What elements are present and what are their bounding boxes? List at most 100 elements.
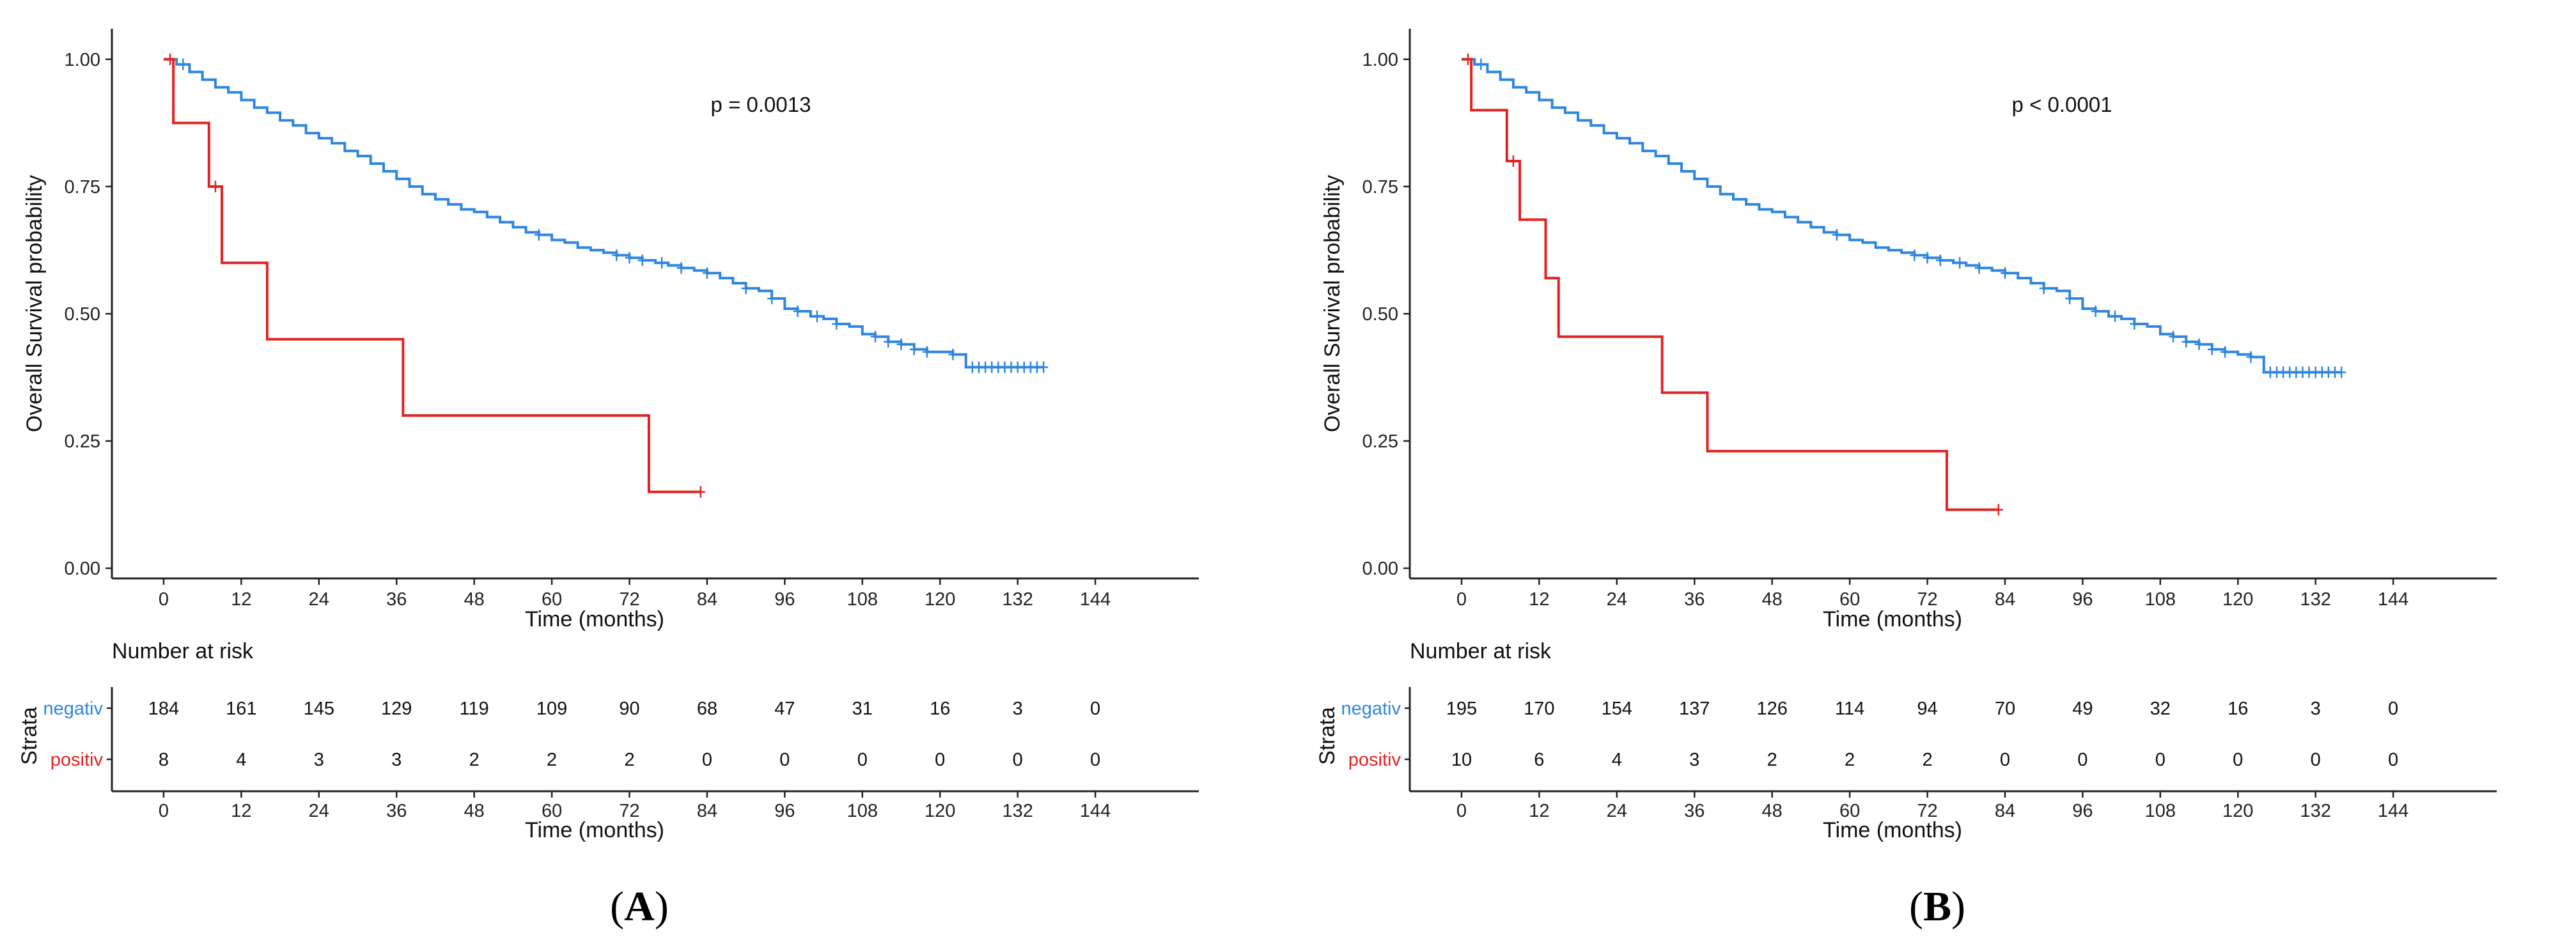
risk-count-positiv: 0 — [702, 750, 712, 770]
risk-count-negativ: 16 — [2228, 699, 2248, 719]
risk-x-tick-label: 48 — [464, 801, 485, 821]
risk-x-tick-label: 120 — [2222, 801, 2253, 821]
panel-label-close-paren: ) — [1951, 883, 1965, 930]
y-tick-label: 0.75 — [1362, 177, 1398, 197]
x-tick-label: 120 — [925, 589, 955, 610]
risk-count-positiv: 8 — [159, 750, 169, 770]
risk-count-negativ: 0 — [2388, 699, 2398, 719]
risk-count-negativ: 145 — [304, 699, 334, 719]
risk-x-tick-label: 144 — [1080, 801, 1111, 821]
risk-count-negativ: 16 — [930, 699, 950, 719]
risk-count-negativ: 137 — [1679, 699, 1710, 719]
risk-table-strata-label: Strata — [1315, 707, 1339, 765]
x-axis-title: Time (months) — [1823, 607, 1962, 631]
risk-x-axis-title: Time (months) — [525, 818, 664, 842]
risk-count-negativ: 90 — [619, 699, 639, 719]
y-tick-label: 1.00 — [65, 50, 100, 70]
risk-count-negativ: 70 — [1995, 699, 2015, 719]
risk-row-label-positiv: positiv — [1348, 750, 1401, 770]
x-tick-label: 96 — [774, 589, 795, 610]
risk-count-positiv: 6 — [1534, 750, 1544, 770]
risk-count-negativ: 31 — [852, 699, 873, 719]
survival-curve-positiv — [163, 58, 701, 493]
risk-count-positiv: 0 — [1013, 750, 1023, 770]
risk-x-tick-label: 12 — [1529, 801, 1549, 821]
x-tick-label: 60 — [1839, 589, 1860, 610]
risk-x-axis-title: Time (months) — [1823, 818, 1962, 842]
y-tick-label: 0.00 — [1362, 559, 1398, 579]
y-axis-title: Overall Survival probability — [1320, 175, 1345, 433]
x-tick-label: 24 — [309, 589, 329, 610]
risk-count-negativ: 32 — [2150, 699, 2171, 719]
risk-count-positiv: 2 — [1845, 750, 1855, 770]
y-tick-label: 0.00 — [65, 559, 100, 579]
risk-x-tick-label: 72 — [619, 801, 639, 821]
x-tick-label: 84 — [697, 589, 717, 610]
risk-row-label-negativ: negativ — [1341, 699, 1401, 719]
risk-x-tick-label: 24 — [309, 801, 329, 821]
x-tick-label: 12 — [231, 589, 251, 610]
risk-count-positiv: 0 — [2233, 750, 2243, 770]
x-tick-label: 12 — [1529, 589, 1549, 610]
survival-curve-negativ — [163, 58, 1044, 369]
risk-x-tick-label: 60 — [1839, 801, 1860, 821]
x-tick-label: 84 — [1995, 589, 2015, 610]
risk-x-tick-label: 0 — [1456, 801, 1467, 821]
x-tick-label: 24 — [1607, 589, 1627, 610]
risk-x-tick-label: 12 — [231, 801, 251, 821]
risk-count-negativ: 114 — [1835, 699, 1864, 719]
x-tick-label: 72 — [619, 589, 639, 610]
risk-count-negativ: 119 — [460, 699, 489, 719]
risk-count-negativ: 109 — [536, 699, 567, 719]
risk-x-tick-label: 96 — [774, 801, 795, 821]
risk-count-positiv: 2 — [1767, 750, 1777, 770]
risk-count-positiv: 0 — [2388, 750, 2398, 770]
x-tick-label: 144 — [2378, 589, 2408, 610]
y-tick-label: 0.50 — [65, 304, 100, 325]
panel-label-letter: B — [1923, 883, 1951, 930]
x-axis-title: Time (months) — [525, 607, 664, 631]
risk-count-positiv: 3 — [314, 750, 324, 770]
y-tick-label: 0.50 — [1362, 304, 1398, 325]
risk-count-positiv: 10 — [1451, 750, 1472, 770]
risk-count-negativ: 154 — [1602, 699, 1632, 719]
km-panel-b: 0.000.250.500.751.000 12 24 36 48 60 72 84 96 108… — [1315, 29, 2497, 930]
x-tick-label: 132 — [2300, 589, 2330, 610]
risk-count-negativ: 195 — [1446, 699, 1477, 719]
x-tick-label: 72 — [1917, 589, 1937, 610]
risk-x-tick-label: 96 — [2072, 801, 2093, 821]
risk-count-positiv: 2 — [624, 750, 634, 770]
x-tick-label: 0 — [1456, 589, 1467, 610]
x-tick-label: 132 — [1002, 589, 1033, 610]
risk-count-positiv: 4 — [1612, 750, 1622, 770]
risk-count-positiv: 0 — [2077, 750, 2088, 770]
risk-x-tick-label: 132 — [2300, 801, 2330, 821]
risk-x-tick-label: 0 — [159, 801, 169, 821]
risk-table-strata-label: Strata — [17, 707, 42, 765]
risk-x-tick-label: 36 — [1684, 801, 1705, 821]
risk-x-tick-label: 108 — [847, 801, 878, 821]
risk-x-tick-label: 24 — [1607, 801, 1627, 821]
risk-count-positiv: 4 — [236, 750, 246, 770]
panel-label-letter: A — [624, 883, 655, 930]
risk-table-title: Number at risk — [112, 639, 254, 663]
risk-count-negativ: 47 — [774, 699, 795, 719]
risk-row-label-negativ: negativ — [43, 699, 103, 719]
risk-count-negativ: 129 — [381, 699, 412, 719]
risk-x-tick-label: 72 — [1917, 801, 1937, 821]
y-tick-label: 1.00 — [1362, 50, 1398, 70]
x-tick-label: 144 — [1080, 589, 1111, 610]
risk-x-tick-label: 84 — [1995, 801, 2015, 821]
x-tick-label: 48 — [464, 589, 485, 610]
panel-label-open-paren: ( — [610, 883, 624, 930]
risk-count-positiv: 0 — [779, 750, 790, 770]
risk-count-positiv: 3 — [1689, 750, 1699, 770]
km-panel-a: 0.000.250.500.751.000 12 24 36 48 60 72 84 96 108… — [17, 29, 1199, 930]
x-tick-label: 0 — [159, 589, 169, 610]
x-tick-label: 48 — [1762, 589, 1783, 610]
risk-count-negativ: 68 — [697, 699, 717, 719]
risk-count-positiv: 0 — [1090, 750, 1100, 770]
x-tick-label: 108 — [847, 589, 878, 610]
risk-count-negativ: 94 — [1917, 699, 1937, 719]
